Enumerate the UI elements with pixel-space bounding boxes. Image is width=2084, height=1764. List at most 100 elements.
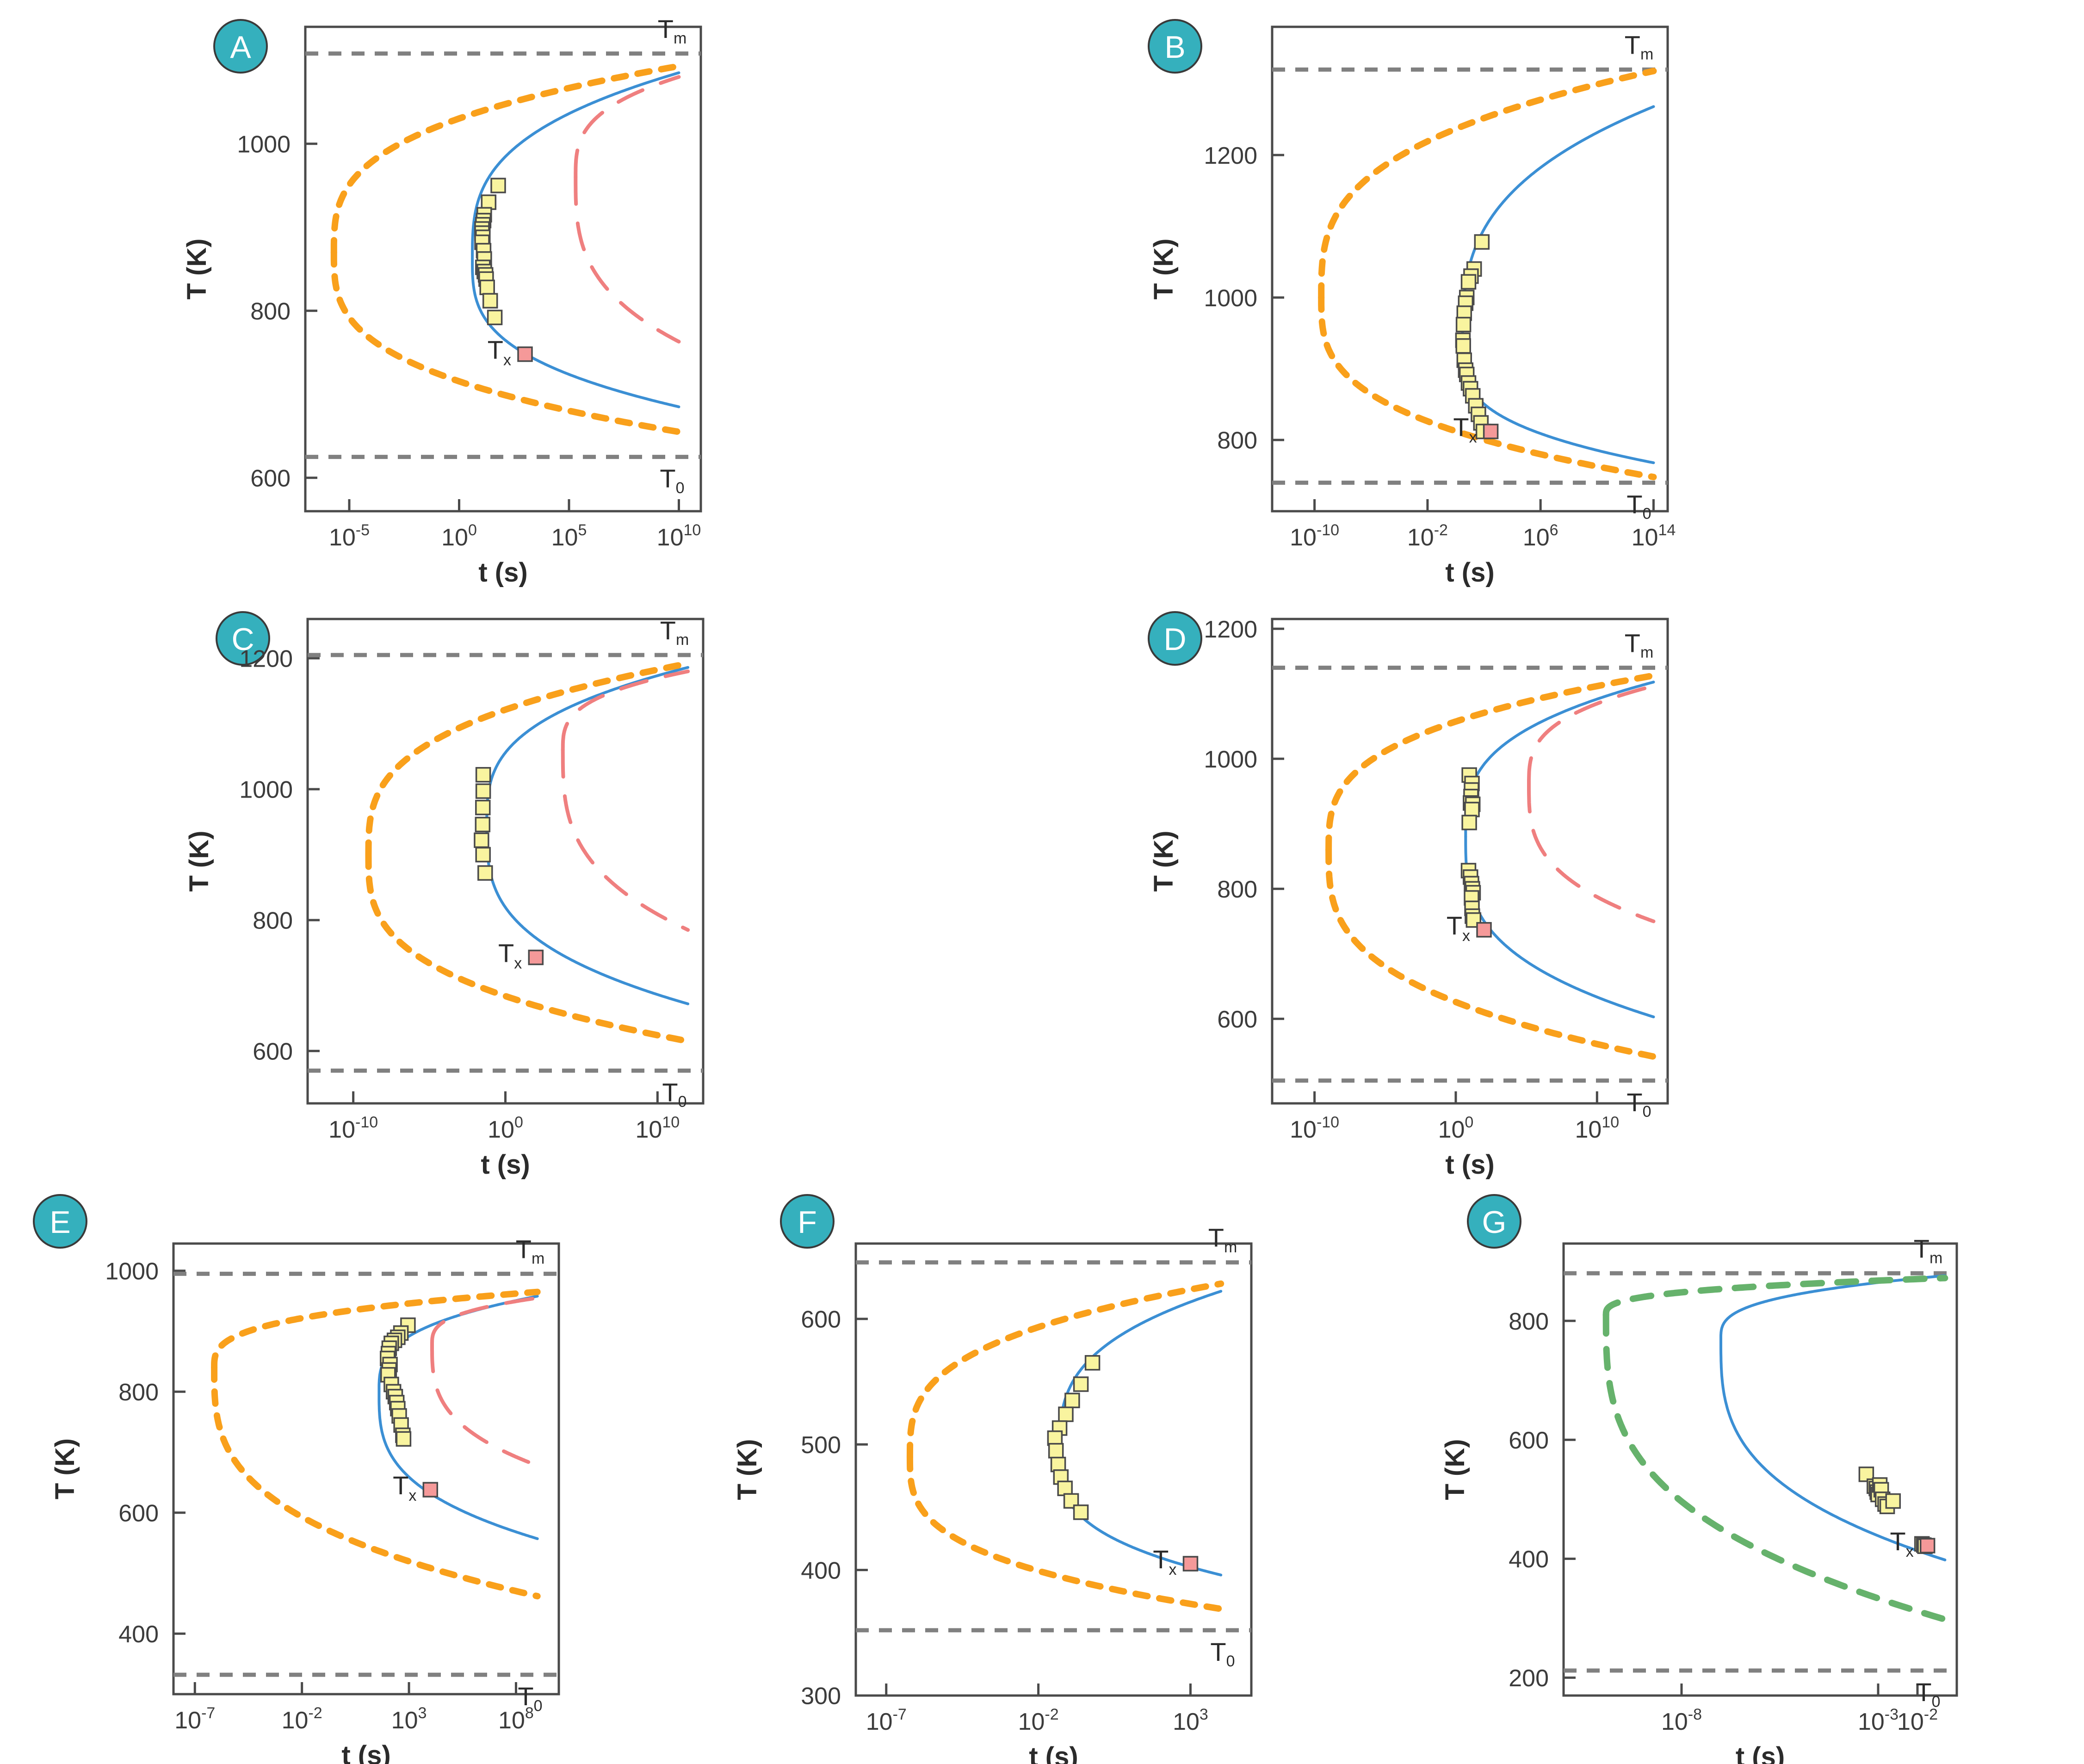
- y-tick-label: 1000: [105, 1258, 159, 1285]
- x-tick-label: 1010: [636, 1114, 680, 1143]
- panel-badge-c: C: [216, 611, 270, 666]
- y-tick-label: 400: [1509, 1546, 1549, 1573]
- y-tick-label: 1000: [1204, 746, 1257, 773]
- data-point-marker: [1858, 1467, 1874, 1482]
- y-tick-label: 200: [1509, 1665, 1549, 1692]
- x-axis: 10-10 100 1010 t (s): [1290, 1091, 1619, 1180]
- tm-label: Tm: [1208, 1223, 1237, 1256]
- x-axis: 10-5 100 105 1010 t (s): [329, 499, 701, 588]
- secondary-curve: [1527, 783, 1656, 923]
- data-points: [380, 1317, 416, 1447]
- y-tick-label: 800: [118, 1379, 159, 1406]
- y-tick-label: 1000: [237, 131, 291, 158]
- y-tick-label: 600: [118, 1500, 159, 1527]
- nose-curve: [1719, 1337, 1947, 1561]
- t0-label: T0: [662, 1077, 686, 1110]
- secondary-curve: [561, 748, 690, 932]
- data-point-marker: [1885, 1493, 1901, 1509]
- data-point-marker: [475, 767, 491, 783]
- x-axis-title: t (s): [1029, 1742, 1078, 1764]
- ttt-curves: [365, 660, 692, 1045]
- panel-f: F 300 400 500 600 T (K) 10-7 10-2 103 t (s) Tm T0 Tx: [703, 1175, 1406, 1764]
- y-tick-label: 500: [801, 1432, 841, 1459]
- y-axis: 600 800 1000 1200 T (K): [1149, 616, 1284, 1033]
- y-tick-label: 1000: [239, 777, 293, 804]
- x-tick-label: 10-3: [1858, 1706, 1898, 1735]
- nose-curve: [471, 257, 680, 409]
- y-axis-title: T (K): [182, 238, 212, 299]
- y-axis: 800 1000 1200 T (K): [1149, 142, 1284, 454]
- data-point-marker: [475, 817, 491, 833]
- critical-cooling-curve: [330, 62, 682, 256]
- y-tick-label: 1200: [1204, 142, 1257, 169]
- level-lines: Tm T0: [305, 14, 701, 497]
- panel-badge-b: B: [1148, 19, 1202, 74]
- panel-a: A 600 800 1000 T (K) 10-5 100 105 1010 t (s) Tm T0 T…: [93, 0, 1064, 588]
- x-tick-label: 106: [1523, 521, 1558, 551]
- level-lines: Tm T0: [1272, 30, 1668, 523]
- x-axis-title: t (s): [481, 1150, 530, 1180]
- level-lines: Tm T0: [308, 616, 703, 1111]
- x-tick-label: 10-2: [1897, 1706, 1938, 1735]
- x-tick-label: 10-8: [1661, 1706, 1702, 1735]
- data-point-marker: [1464, 802, 1480, 817]
- panel-badge-a: A: [213, 19, 268, 74]
- tx-marker-group: Tx: [1447, 911, 1492, 945]
- tx-marker-group: Tx: [498, 938, 544, 972]
- t0-label: T0: [1210, 1637, 1235, 1670]
- t0-label: T0: [1916, 1677, 1940, 1710]
- tm-label: Tm: [1625, 30, 1654, 63]
- y-axis-title: T (K): [1149, 238, 1179, 299]
- t0-label: T0: [660, 464, 684, 497]
- x-tick-label: 1010: [1575, 1114, 1619, 1143]
- secondary-curve: [430, 1343, 539, 1467]
- x-tick-label: 10-5: [329, 521, 370, 551]
- secondary-curve: [574, 175, 681, 344]
- ttt-curves: [211, 1288, 541, 1600]
- data-point-marker: [477, 865, 493, 881]
- critical-cooling-curve: [211, 1364, 541, 1600]
- tx-marker-group: Tx: [393, 1471, 439, 1504]
- y-tick-label: 800: [253, 908, 293, 935]
- nose-curve: [485, 823, 690, 1005]
- data-point-marker: [1048, 1443, 1064, 1459]
- tx-marker-group: Tx: [1890, 1527, 1936, 1560]
- x-tick-label: 100: [1438, 1114, 1474, 1143]
- y-tick-label: 600: [250, 465, 291, 492]
- panel-badge-letter: C: [231, 622, 254, 657]
- critical-cooling-curve: [1602, 1312, 1948, 1623]
- panel-badge-e: E: [33, 1194, 87, 1249]
- ttt-curves: [1325, 672, 1657, 1060]
- x-tick-label: 1010: [657, 521, 701, 551]
- tm-label: Tm: [516, 1234, 545, 1267]
- tx-label: Tx: [498, 938, 522, 972]
- panel-badge-letter: F: [798, 1205, 817, 1240]
- panel-d: D 600 800 1000 1200 T (K) 10-10 100 1010 t (s) Tm T…: [1064, 592, 2035, 1180]
- x-axis: 10-8 10-310-2 t (s): [1661, 1684, 1938, 1764]
- plot-frame: [1271, 25, 1669, 513]
- data-point-marker: [1058, 1406, 1074, 1422]
- nose-curve: [377, 1390, 539, 1540]
- y-tick-label: 400: [801, 1557, 841, 1584]
- ttt-curves: [906, 1280, 1224, 1612]
- y-axis-title: T (K): [184, 830, 214, 891]
- data-point-marker: [1073, 1376, 1089, 1392]
- y-axis: 200 400 600 800 T (K): [1440, 1308, 1576, 1692]
- x-tick-label: 10-2: [1407, 521, 1448, 551]
- x-axis: 10-7 10-2 103 108 t (s): [174, 1682, 534, 1764]
- tx-label: Tx: [1890, 1527, 1913, 1560]
- y-axis: 300 400 500 600 T (K): [732, 1306, 868, 1710]
- y-tick-label: 1000: [1204, 285, 1257, 312]
- x-axis-title: t (s): [478, 557, 527, 588]
- y-tick-label: 800: [1217, 427, 1257, 454]
- level-lines: Tm T0: [856, 1223, 1251, 1670]
- critical-cooling-curve: [365, 851, 692, 1045]
- tx-marker: [1476, 922, 1492, 938]
- critical-cooling-curve: [1325, 672, 1657, 853]
- data-point-marker: [1461, 815, 1477, 830]
- plot-frame: [1562, 1242, 1958, 1697]
- data-point-marker: [1455, 338, 1471, 354]
- tx-label: Tx: [1447, 911, 1470, 945]
- nose-curve: [471, 71, 680, 260]
- y-tick-label: 1200: [239, 646, 293, 673]
